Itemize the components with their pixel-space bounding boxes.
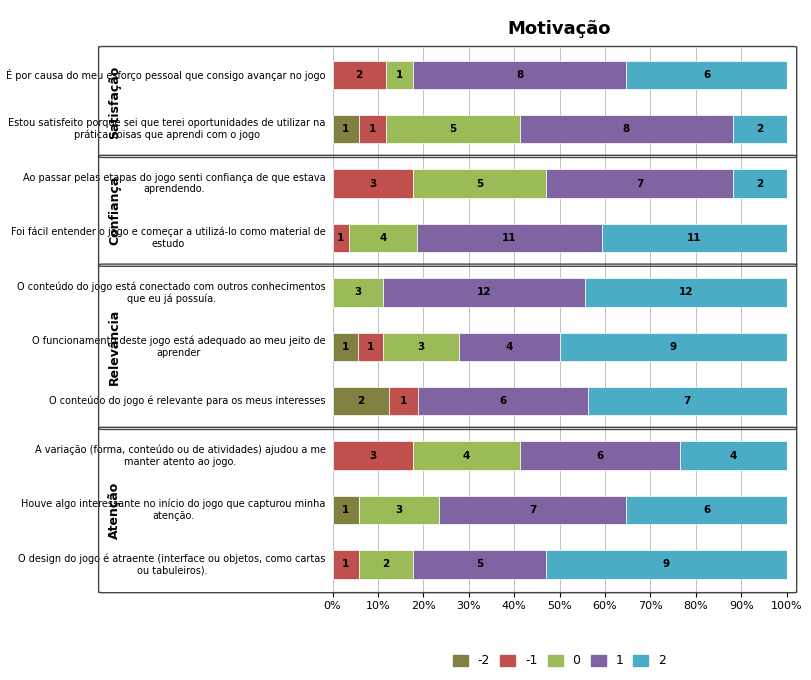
Text: 2: 2 bbox=[757, 179, 764, 188]
Bar bbox=[383, 333, 459, 361]
Text: 5: 5 bbox=[476, 179, 483, 188]
Text: 4: 4 bbox=[462, 451, 470, 460]
Text: 1: 1 bbox=[396, 70, 403, 80]
Text: 1: 1 bbox=[367, 342, 374, 352]
Bar bbox=[733, 115, 787, 143]
Text: Ao passar pelas etapas do jogo senti confiança de que estava
aprendendo.: Ao passar pelas etapas do jogo senti con… bbox=[23, 173, 326, 194]
Text: 12: 12 bbox=[679, 288, 693, 297]
Text: 8: 8 bbox=[623, 124, 630, 134]
Text: 2: 2 bbox=[757, 124, 764, 134]
Bar bbox=[585, 278, 787, 307]
Text: 1: 1 bbox=[342, 505, 350, 515]
Bar bbox=[418, 387, 588, 415]
Text: 5: 5 bbox=[449, 124, 457, 134]
Bar bbox=[333, 278, 383, 307]
Bar bbox=[680, 441, 787, 470]
Bar bbox=[417, 224, 602, 252]
Text: 1: 1 bbox=[369, 124, 376, 134]
Bar bbox=[547, 550, 787, 579]
Text: 12: 12 bbox=[477, 288, 491, 297]
Bar bbox=[413, 441, 520, 470]
Text: Confiança: Confiança bbox=[108, 176, 121, 245]
Bar bbox=[359, 496, 440, 524]
Text: 9: 9 bbox=[670, 342, 676, 352]
Text: 4: 4 bbox=[505, 342, 513, 352]
Bar bbox=[333, 496, 359, 524]
Text: 6: 6 bbox=[703, 70, 710, 80]
Bar bbox=[440, 496, 626, 524]
Text: 7: 7 bbox=[684, 396, 691, 406]
Text: O conteúdo do jogo é relevante para os meus interesses: O conteúdo do jogo é relevante para os m… bbox=[49, 396, 326, 407]
Text: Satisfação: Satisfação bbox=[108, 65, 121, 139]
Bar bbox=[333, 333, 358, 361]
Text: 2: 2 bbox=[355, 70, 363, 80]
Bar bbox=[359, 115, 386, 143]
Bar bbox=[520, 441, 680, 470]
Bar bbox=[413, 550, 547, 579]
Bar bbox=[602, 224, 787, 252]
Text: 6: 6 bbox=[703, 505, 710, 515]
Text: 3: 3 bbox=[396, 505, 403, 515]
Text: O design do jogo é atraente (interface ou objetos, como cartas
ou tabuleiros).: O design do jogo é atraente (interface o… bbox=[19, 554, 326, 575]
Text: 6: 6 bbox=[500, 396, 506, 406]
Text: 3: 3 bbox=[369, 179, 376, 188]
Text: Atenção: Atenção bbox=[108, 481, 121, 539]
Bar bbox=[520, 115, 733, 143]
Text: 11: 11 bbox=[502, 233, 517, 243]
Text: Relevância: Relevância bbox=[108, 309, 121, 385]
Text: 1: 1 bbox=[341, 342, 349, 352]
Text: Houve algo interessante no início do jogo que capturou minha
atenção.: Houve algo interessante no início do jog… bbox=[21, 499, 326, 521]
Text: 3: 3 bbox=[354, 288, 362, 297]
Bar bbox=[350, 224, 417, 252]
Bar bbox=[389, 387, 418, 415]
Text: O conteúdo do jogo está conectado com outros conhecimentos
que eu já possuía.: O conteúdo do jogo está conectado com ou… bbox=[17, 281, 326, 304]
Bar bbox=[547, 169, 733, 198]
Text: 1: 1 bbox=[337, 233, 345, 243]
Bar bbox=[333, 224, 350, 252]
Text: 9: 9 bbox=[663, 560, 670, 569]
Text: 6: 6 bbox=[596, 451, 603, 460]
Bar bbox=[386, 115, 520, 143]
Bar bbox=[386, 61, 413, 89]
Text: 2: 2 bbox=[358, 396, 364, 406]
Text: 3: 3 bbox=[417, 342, 424, 352]
Text: 1: 1 bbox=[342, 560, 350, 569]
Legend: -2, -1, 0, 1, 2: -2, -1, 0, 1, 2 bbox=[448, 649, 672, 673]
Text: 7: 7 bbox=[530, 505, 537, 515]
Bar bbox=[588, 387, 787, 415]
Bar bbox=[358, 333, 383, 361]
Bar bbox=[459, 333, 560, 361]
Text: 7: 7 bbox=[636, 179, 643, 188]
Text: Estou satisfeito porque sei que terei oportunidades de utilizar na
prática coisa: Estou satisfeito porque sei que terei op… bbox=[8, 118, 326, 140]
Text: 8: 8 bbox=[516, 70, 523, 80]
Text: 4: 4 bbox=[380, 233, 387, 243]
Text: Foi fácil entender o jogo e começar a utilizá-lo como material de
estudo: Foi fácil entender o jogo e começar a ut… bbox=[11, 227, 326, 249]
Text: 1: 1 bbox=[400, 396, 407, 406]
Text: 5: 5 bbox=[476, 560, 483, 569]
Bar bbox=[733, 169, 787, 198]
Bar bbox=[333, 550, 359, 579]
Text: 3: 3 bbox=[369, 451, 376, 460]
Bar bbox=[413, 61, 626, 89]
Bar bbox=[333, 387, 389, 415]
Text: 11: 11 bbox=[687, 233, 702, 243]
Text: O funcionamento deste jogo está adequado ao meu jeito de
aprender: O funcionamento deste jogo está adequado… bbox=[32, 336, 326, 358]
Bar bbox=[333, 441, 413, 470]
Bar bbox=[333, 115, 359, 143]
Bar bbox=[359, 550, 413, 579]
Bar bbox=[333, 169, 413, 198]
Text: 2: 2 bbox=[382, 560, 389, 569]
Bar bbox=[560, 333, 787, 361]
Bar bbox=[333, 61, 386, 89]
Bar bbox=[383, 278, 585, 307]
Text: 1: 1 bbox=[342, 124, 350, 134]
Bar bbox=[626, 496, 787, 524]
Title: Motivação: Motivação bbox=[508, 20, 611, 37]
Text: A variação (forma, conteúdo ou de atividades) ajudou a me
manter atento ao jogo.: A variação (forma, conteúdo ou de ativid… bbox=[35, 445, 326, 466]
Text: É por causa do meu esforço pessoal que consigo avançar no jogo: É por causa do meu esforço pessoal que c… bbox=[6, 69, 326, 81]
Bar bbox=[626, 61, 787, 89]
Text: 4: 4 bbox=[730, 451, 737, 460]
Bar bbox=[413, 169, 547, 198]
